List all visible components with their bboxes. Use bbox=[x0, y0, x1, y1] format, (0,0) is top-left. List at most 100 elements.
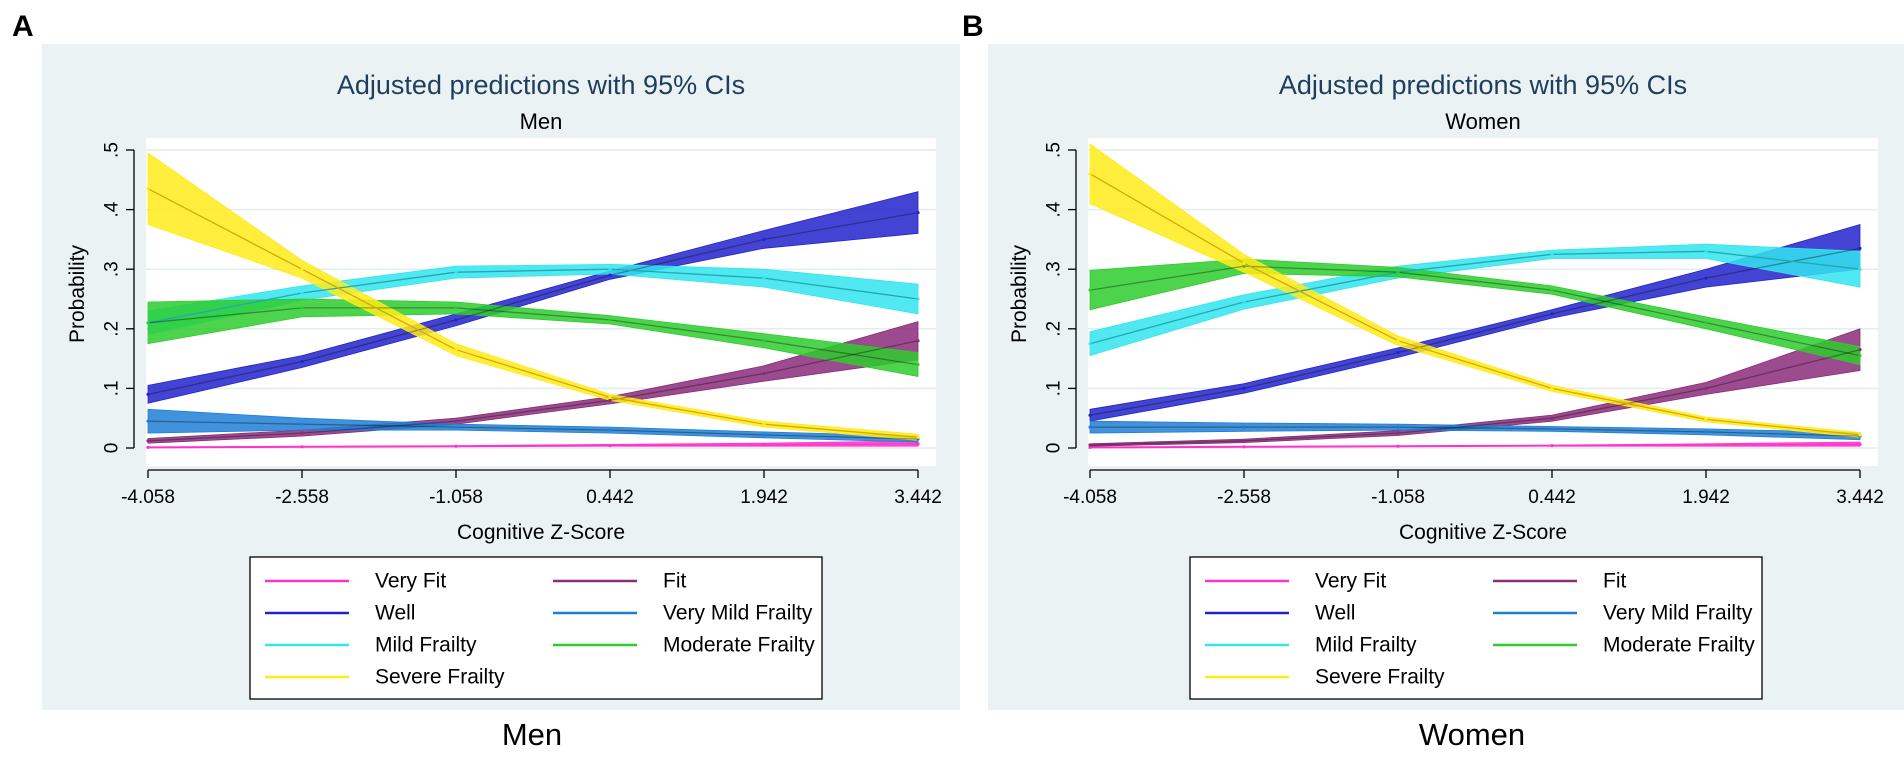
data-point bbox=[762, 422, 766, 426]
data-point bbox=[146, 445, 150, 450]
legend: Very Fit Fit Well Very Mild Frailty Mild Fra… bbox=[249, 556, 823, 700]
line-severe-frailty bbox=[1089, 173, 1861, 436]
data-point bbox=[916, 297, 920, 301]
data-point bbox=[916, 435, 920, 439]
y-tick-label: .3 bbox=[102, 261, 123, 277]
data-point bbox=[1088, 288, 1092, 292]
data-point bbox=[1704, 417, 1708, 421]
data-point bbox=[608, 444, 612, 448]
data-point bbox=[146, 419, 150, 423]
series-group bbox=[1088, 143, 1862, 450]
data-point bbox=[300, 359, 304, 364]
data-point bbox=[762, 443, 766, 447]
data-point bbox=[608, 428, 612, 432]
data-point bbox=[1704, 249, 1708, 253]
y-tick-label: .2 bbox=[1044, 321, 1065, 337]
y-tick-label: .2 bbox=[102, 321, 123, 337]
x-tick-label: 0.442 bbox=[1528, 487, 1576, 508]
x-tick-label: -4.058 bbox=[121, 487, 175, 508]
data-point bbox=[1088, 172, 1092, 176]
panel-letter: B bbox=[962, 10, 984, 43]
data-point bbox=[916, 442, 920, 446]
data-point bbox=[454, 270, 458, 274]
y-tick-label: 0 bbox=[102, 443, 123, 454]
data-point bbox=[1858, 267, 1862, 271]
line-moderate-frailty bbox=[147, 307, 919, 366]
y-tick-label: .4 bbox=[102, 201, 123, 217]
data-point bbox=[1550, 312, 1554, 316]
legend-label: Moderate Frailty bbox=[663, 634, 815, 657]
data-point bbox=[1704, 386, 1708, 390]
panel-caption: Women bbox=[1419, 717, 1525, 752]
chart-subtitle: Women bbox=[1445, 109, 1520, 134]
data-point bbox=[1550, 288, 1554, 292]
data-point bbox=[1704, 276, 1708, 280]
data-point bbox=[608, 395, 612, 399]
data-point bbox=[1088, 445, 1092, 450]
data-point bbox=[1396, 425, 1400, 429]
data-point bbox=[608, 318, 612, 322]
y-tick-label: .4 bbox=[1044, 201, 1065, 217]
y-axis-label: Probability bbox=[1008, 244, 1031, 343]
legend-label: Very Fit bbox=[375, 570, 446, 593]
data-point bbox=[1088, 413, 1092, 417]
line-mild-frailty bbox=[1089, 250, 1861, 345]
data-point bbox=[1550, 416, 1554, 420]
data-point bbox=[608, 267, 612, 271]
series-group bbox=[146, 152, 920, 450]
panel-letter: A bbox=[12, 10, 34, 43]
data-point bbox=[146, 439, 150, 443]
y-tick-label: 0 bbox=[1044, 443, 1065, 454]
legend-label: Mild Frailty bbox=[1315, 634, 1417, 657]
data-point bbox=[608, 273, 612, 277]
legend-label: Severe Frailty bbox=[1315, 666, 1445, 689]
data-point bbox=[762, 339, 766, 343]
data-point bbox=[454, 318, 458, 322]
data-point bbox=[1858, 246, 1862, 250]
y-tick-label: .1 bbox=[102, 380, 123, 396]
data-point bbox=[1858, 433, 1862, 437]
data-point bbox=[1704, 430, 1708, 434]
data-point bbox=[1242, 300, 1246, 304]
ci-band-mild-frailty bbox=[1089, 243, 1861, 357]
ci-band-moderate-frailty bbox=[1089, 258, 1861, 366]
data-point bbox=[300, 291, 304, 295]
legend-label: Mild Frailty bbox=[375, 634, 477, 657]
line-well bbox=[147, 211, 919, 396]
chart-title: Adjusted predictions with 95% CIs bbox=[1279, 70, 1687, 100]
data-point bbox=[1550, 386, 1554, 390]
x-axis-label: Cognitive Z-Score bbox=[457, 521, 625, 544]
data-point bbox=[1858, 348, 1862, 352]
data-point bbox=[300, 267, 304, 271]
legend-label: Very Mild Frailty bbox=[1603, 602, 1753, 625]
y-axis-label: Probability bbox=[66, 244, 89, 343]
ci-band-moderate-frailty bbox=[147, 298, 919, 377]
line-very-mild-frailty bbox=[147, 420, 919, 440]
data-point bbox=[300, 306, 304, 310]
data-point bbox=[300, 422, 304, 426]
y-tick-label: .1 bbox=[1044, 380, 1065, 396]
legend-label: Well bbox=[375, 602, 415, 625]
data-point bbox=[454, 348, 458, 352]
legend-label: Well bbox=[1315, 602, 1355, 625]
data-point bbox=[1704, 321, 1708, 325]
data-point bbox=[1550, 252, 1554, 256]
x-tick-label: 3.442 bbox=[1836, 487, 1884, 508]
data-point bbox=[1396, 270, 1400, 274]
x-tick-label: -2.558 bbox=[275, 487, 329, 508]
data-point bbox=[1088, 342, 1092, 346]
x-tick-label: -1.058 bbox=[1371, 487, 1425, 508]
data-point bbox=[1550, 427, 1554, 431]
y-tick-label: .5 bbox=[1044, 142, 1065, 158]
legend-label: Fit bbox=[663, 570, 686, 593]
ci-band-very-mild-frailty bbox=[147, 408, 919, 443]
line-very-mild-frailty bbox=[1090, 426, 1861, 437]
data-point bbox=[1550, 444, 1554, 448]
data-point bbox=[454, 419, 458, 423]
x-tick-label: -1.058 bbox=[429, 487, 483, 508]
chart-panel-b: B Adjusted predictions with 95% CIs Women 0… bbox=[962, 10, 1904, 752]
data-point bbox=[454, 425, 458, 429]
legend-label: Very Mild Frailty bbox=[663, 602, 813, 625]
chart-subtitle: Men bbox=[520, 109, 563, 134]
